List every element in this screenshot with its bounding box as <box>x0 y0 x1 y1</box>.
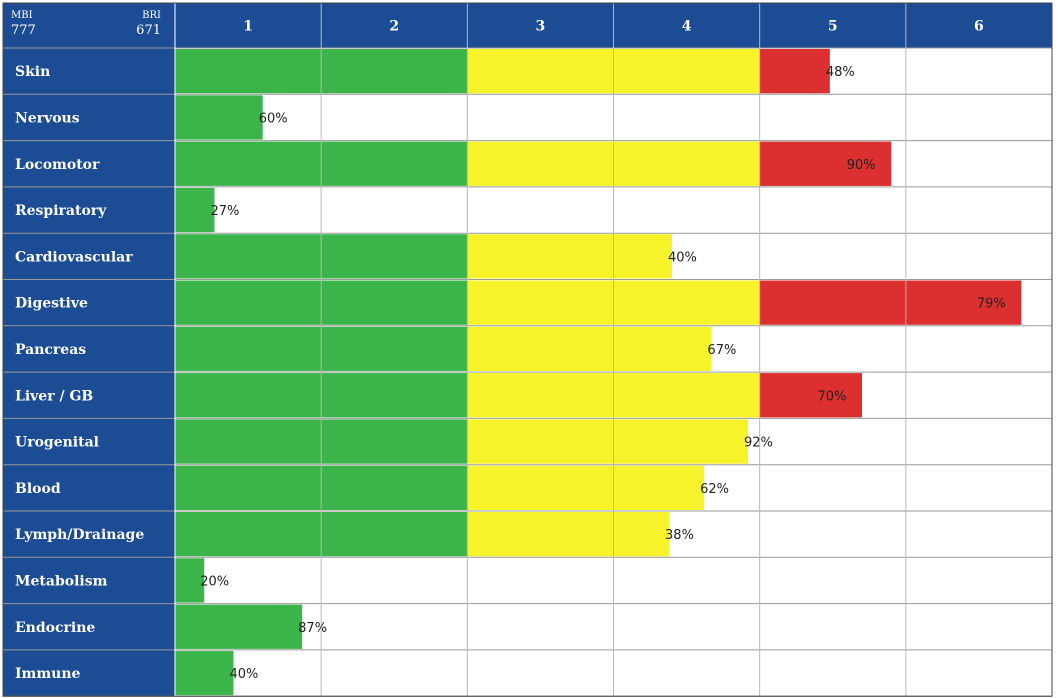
row-label-cell <box>3 557 175 604</box>
row-label-cell <box>3 649 175 697</box>
row-label: Nervous <box>15 110 80 126</box>
column-header-3: 3 <box>536 19 546 35</box>
row-label-cell <box>3 325 175 373</box>
bar-segment <box>759 49 830 94</box>
bar-segment <box>175 187 215 233</box>
row-label: Skin <box>15 64 50 80</box>
mbi-value: 777 <box>11 23 36 38</box>
bar-segment <box>467 234 672 279</box>
row-label: Blood <box>15 481 61 497</box>
row-label: Urogenital <box>15 435 99 451</box>
column-header-6: 6 <box>974 19 984 35</box>
column-header-4: 4 <box>682 19 692 35</box>
row-label-cell <box>3 418 175 465</box>
mbi-label: MBI <box>11 10 33 21</box>
data-label: 62% <box>700 482 729 497</box>
bar-segment <box>175 650 234 696</box>
data-label: 79% <box>977 297 1006 312</box>
bar-segment <box>175 604 303 649</box>
data-label: 20% <box>200 574 229 589</box>
row-label-cell <box>3 140 175 187</box>
row-label: Immune <box>15 666 81 682</box>
row-label: Cardiovascular <box>15 249 133 265</box>
row-label: Lymph/Drainage <box>15 527 144 543</box>
row-label: Liver / GB <box>15 388 93 404</box>
data-label: 40% <box>229 667 258 682</box>
row-label: Endocrine <box>15 620 95 636</box>
bar-segment <box>759 280 1022 325</box>
row-label-cell <box>3 603 175 650</box>
row-label: Pancreas <box>15 342 86 358</box>
data-label: 70% <box>818 389 847 404</box>
bri-value: 671 <box>136 23 161 38</box>
bar-segment <box>759 373 862 418</box>
data-label: 27% <box>210 204 239 219</box>
bar-segment <box>759 141 892 186</box>
row-label-cell <box>3 464 175 511</box>
column-header-5: 5 <box>828 19 838 35</box>
bar-segment <box>467 465 705 510</box>
data-label: 60% <box>259 111 288 126</box>
row-label-cell <box>3 372 175 419</box>
bar-segment <box>467 419 748 464</box>
data-label: 87% <box>298 621 327 636</box>
data-label: 92% <box>744 436 773 451</box>
bri-label: BRI <box>142 10 161 21</box>
row-label: Respiratory <box>15 203 107 219</box>
row-label-cell <box>3 233 175 280</box>
row-label-cell <box>3 94 175 141</box>
data-label: 38% <box>665 528 694 543</box>
row-label-cell <box>3 511 175 558</box>
bar-segment <box>467 512 670 557</box>
row-label: Digestive <box>15 296 88 312</box>
column-header-2: 2 <box>389 19 399 35</box>
data-label: 48% <box>826 65 855 80</box>
column-header-1: 1 <box>243 19 253 35</box>
data-label: 67% <box>707 343 736 358</box>
data-label: 90% <box>847 158 876 173</box>
data-label: 40% <box>668 250 697 265</box>
header-bar <box>3 3 1052 48</box>
bar-segment <box>175 95 263 140</box>
row-label-cell <box>3 186 175 234</box>
row-label-cell <box>3 279 175 326</box>
row-label: Metabolism <box>15 573 108 589</box>
bar-segment <box>175 558 205 603</box>
row-label: Locomotor <box>15 157 100 173</box>
row-label-cell <box>3 48 175 95</box>
bar-segment <box>467 326 712 372</box>
